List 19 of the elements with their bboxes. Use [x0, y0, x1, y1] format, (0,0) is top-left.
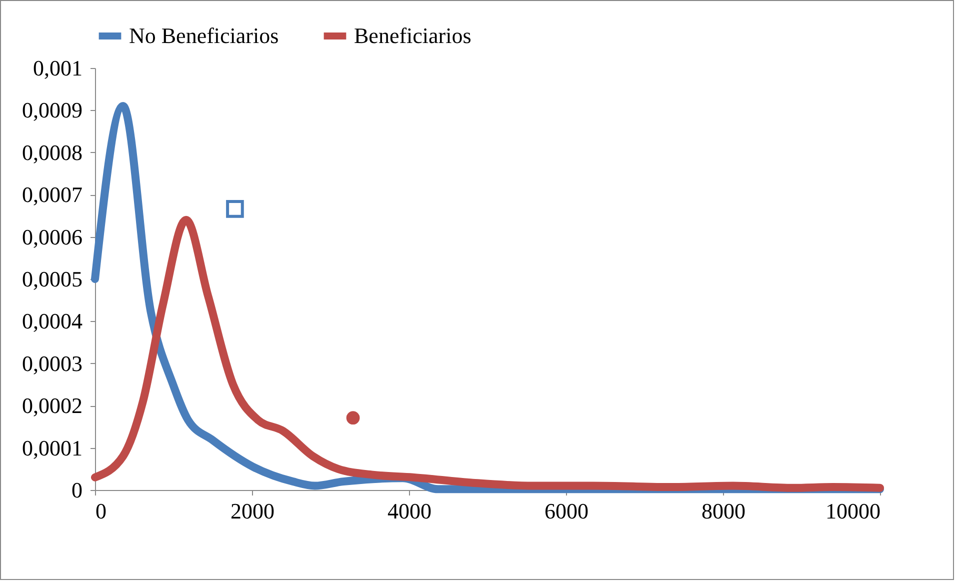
- x-tick-label: 8000: [702, 498, 746, 524]
- y-tick-label: 0,0002: [22, 393, 82, 418]
- y-tick-label: 0,0006: [22, 224, 82, 250]
- y-tick-label: 0,0004: [22, 308, 82, 334]
- y-tick-label: 0,0003: [22, 350, 82, 376]
- y-tick-label: 0,0001: [22, 435, 82, 460]
- x-tick-label: 2000: [230, 498, 274, 524]
- y-tick-label: 0: [72, 478, 82, 502]
- legend-label: No Beneficiarios: [129, 23, 279, 48]
- x-tick-label: 10000: [826, 498, 880, 524]
- y-tick-label: 0,001: [33, 56, 82, 80]
- x-tick-label: 6000: [544, 498, 588, 524]
- y-tick-label: 0,0005: [22, 266, 82, 292]
- y-tick-label: 0,0007: [22, 182, 82, 208]
- y-tick-label: 0,0008: [22, 140, 82, 165]
- x-tick-label: 0: [96, 498, 106, 524]
- x-tick-label: 4000: [388, 498, 432, 524]
- y-tick-label: 0,0009: [22, 98, 82, 123]
- legend-label: Beneficiarios: [354, 23, 472, 48]
